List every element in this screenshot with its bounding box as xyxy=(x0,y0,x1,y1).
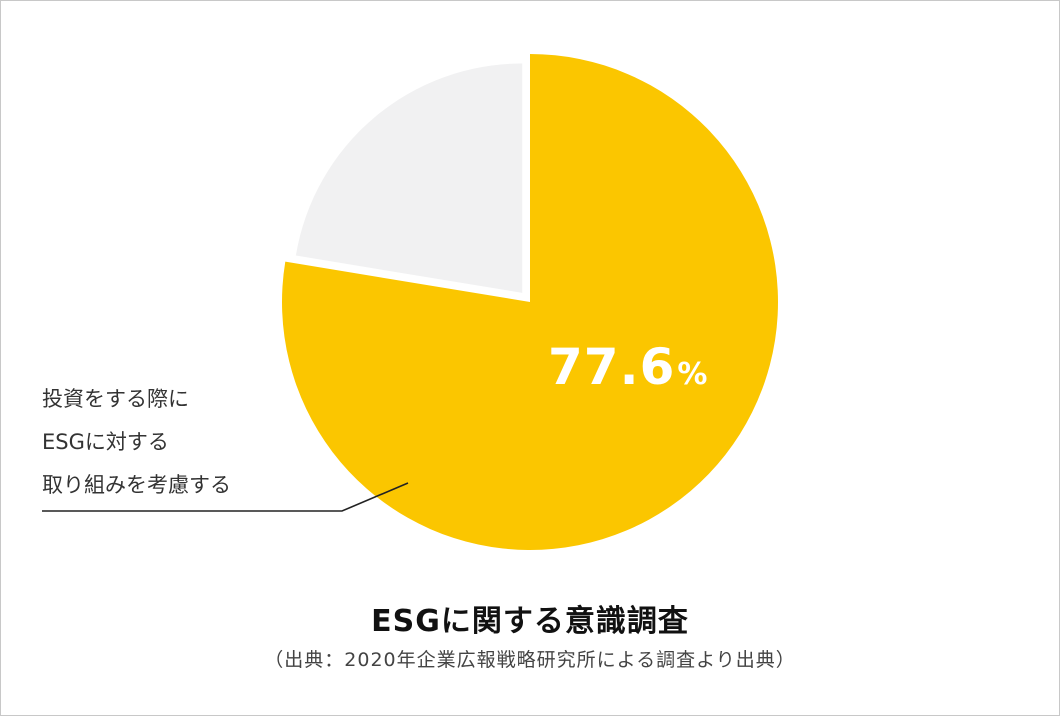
callout-line-3: 取り組みを考慮する xyxy=(42,473,231,497)
slice-value-number: 77.6 xyxy=(548,338,676,396)
callout-line-1: 投資をする際に xyxy=(42,387,189,411)
callout-leader-line xyxy=(42,482,409,512)
slice-value-label: 77.6% xyxy=(548,338,708,396)
chart-title: ESGに関する意識調査 xyxy=(371,604,689,639)
callout-line-2: ESGに対する xyxy=(42,430,169,454)
pie-slice-2 xyxy=(295,63,523,293)
pie-slice-1 xyxy=(281,54,779,550)
slice-value-unit: % xyxy=(677,357,709,392)
chart-source: （出典：2020年企業広報戦略研究所による調査より出典） xyxy=(264,649,796,671)
slice-callout-label: 投資をする際に ESGに対する 取り組みを考慮する xyxy=(42,378,231,507)
